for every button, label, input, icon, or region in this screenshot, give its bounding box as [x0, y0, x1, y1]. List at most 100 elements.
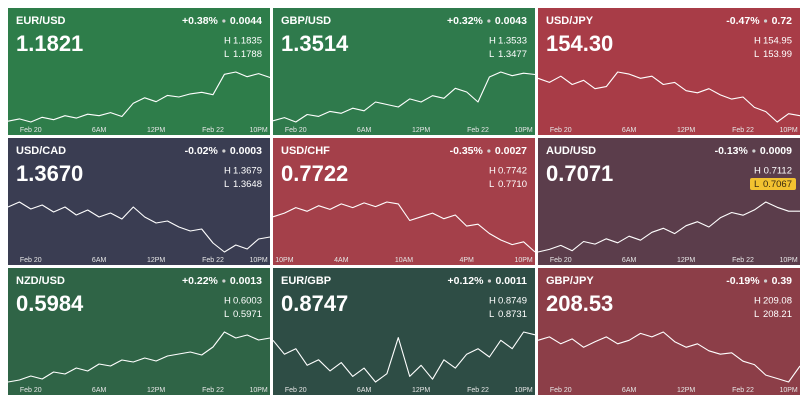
low-label: L [489, 49, 494, 60]
tile-background [8, 138, 270, 265]
ticker-tile[interactable]: EUR/USD 1.1821 0.0044 +0.38% H 1.1835 L 1.1788 F… [7, 8, 271, 135]
x-tick-label: 6AM [622, 257, 637, 264]
low-highlight [750, 178, 796, 190]
low-label: L [489, 309, 494, 320]
low-label: L [224, 49, 229, 60]
price-line [272, 71, 536, 123]
x-tick-label: Feb 20 [20, 127, 42, 134]
separator-dot [487, 149, 491, 153]
price-line [537, 201, 800, 253]
ticker-tile[interactable]: GBP/JPY 208.53 0.39 -0.19% H 209.08 L 208.21 Feb… [537, 268, 800, 395]
low-label: L [754, 49, 759, 60]
price: 0.7722 [281, 161, 348, 186]
x-tick-label: 10PM [275, 257, 293, 264]
high-label: H [489, 36, 496, 47]
ticker-tile[interactable]: USD/CAD 1.3670 0.0003 -0.02% H 1.3679 L 1.3648 F… [7, 138, 271, 265]
ticker-tile[interactable]: GBP/USD 1.3514 0.0043 +0.32% H 1.3533 L 1.3477 F… [272, 8, 536, 135]
low-label: L [224, 309, 229, 320]
change: 0.39 [772, 275, 793, 287]
price-line [537, 331, 800, 383]
x-tick-label: 6AM [92, 387, 107, 394]
high-label: H [224, 296, 231, 307]
x-tick-label: Feb 22 [202, 387, 224, 394]
high-label: H [754, 296, 761, 307]
separator-dot [763, 19, 768, 23]
high-label: H [754, 36, 761, 47]
ticker-tile[interactable]: AUD/USD 0.7071 0.0009 -0.13% H 0.7112 L 0.7067 F… [537, 138, 800, 265]
ticker-tile[interactable]: USD/CHF 0.7722 0.0027 -0.35% H 0.7742 L 0.7710 1… [272, 138, 536, 265]
low-value: 0.7067 [763, 179, 792, 190]
change: 0.0013 [230, 275, 262, 287]
change-percent: +0.12% [448, 275, 485, 287]
price-line [272, 331, 536, 383]
change-percent: +0.32% [447, 15, 484, 27]
separator-dot [763, 279, 768, 283]
change-percent: -0.13% [715, 145, 749, 157]
high-value: 154.95 [763, 36, 792, 47]
high-value: 1.3679 [233, 166, 262, 177]
x-tick-label: 10PM [514, 127, 532, 134]
x-tick-label: 10PM [779, 387, 797, 394]
x-tick-label: Feb 22 [467, 127, 489, 134]
pair-name: USD/CHF [281, 145, 330, 157]
x-tick-label: Feb 22 [732, 387, 754, 394]
x-tick-label: 6AM [622, 387, 637, 394]
x-tick-label: 10PM [249, 387, 267, 394]
ticker-tile[interactable]: EUR/GBP 0.8747 0.0011 +0.12% H 0.8749 L 0.8731 F… [272, 268, 536, 395]
price-line [272, 201, 536, 253]
low-value: 1.3648 [233, 179, 262, 190]
high-label: H [754, 166, 761, 177]
tile-background [538, 268, 800, 395]
separator-dot [487, 279, 492, 283]
separator-dot [222, 149, 226, 153]
pair-name: GBP/USD [281, 15, 331, 27]
x-tick-label: 12PM [412, 387, 430, 394]
x-tick-label: Feb 20 [550, 257, 572, 264]
price: 1.1821 [16, 31, 83, 56]
ticker-tile[interactable]: USD/JPY 154.30 0.72 -0.47% H 154.95 L 153.99 Feb… [537, 8, 800, 135]
x-tick-label: 10PM [514, 387, 532, 394]
low-value: 0.8731 [498, 309, 527, 320]
high-value: 1.1835 [233, 36, 262, 47]
x-tick-label: Feb 22 [202, 127, 224, 134]
x-tick-label: 12PM [147, 387, 165, 394]
low-value: 0.7710 [498, 179, 527, 190]
ticker-tile[interactable]: NZD/USD 0.5984 0.0013 +0.22% H 0.6003 L 0.5971 F… [7, 268, 271, 395]
change: 0.0044 [230, 15, 262, 27]
high-label: H [489, 296, 496, 307]
high-value: 0.6003 [233, 296, 262, 307]
x-tick-label: 10PM [779, 127, 797, 134]
x-tick-label: 12PM [147, 127, 165, 134]
pair-name: NZD/USD [16, 275, 65, 287]
low-value: 208.21 [763, 309, 792, 320]
low-label: L [754, 309, 759, 320]
x-tick-label: 10PM [249, 127, 267, 134]
separator-dot [222, 19, 226, 23]
high-label: H [489, 166, 496, 177]
price: 0.5984 [16, 291, 84, 316]
tile-background [8, 268, 270, 395]
x-tick-label: Feb 20 [550, 127, 572, 134]
price: 1.3670 [16, 161, 83, 186]
high-value: 0.7112 [764, 166, 792, 177]
x-tick-label: 12PM [677, 257, 695, 264]
x-tick-label: 10AM [395, 257, 413, 264]
high-value: 1.3533 [498, 36, 527, 47]
x-tick-label: 10PM [514, 257, 532, 264]
change-percent: -0.02% [185, 145, 219, 157]
change-percent: -0.47% [726, 15, 760, 27]
pair-name: USD/JPY [546, 15, 594, 27]
separator-dot [222, 279, 226, 283]
change: 0.0009 [760, 145, 792, 157]
change: 0.0043 [495, 15, 527, 27]
x-tick-label: 6AM [92, 257, 107, 264]
price: 0.7071 [546, 161, 613, 186]
pair-name: AUD/USD [546, 145, 596, 157]
separator-dot [487, 19, 491, 23]
price: 154.30 [546, 31, 613, 56]
pair-name: USD/CAD [16, 145, 66, 157]
price: 208.53 [546, 291, 613, 316]
x-tick-label: 12PM [677, 387, 695, 394]
x-tick-label: 12PM [147, 257, 165, 264]
